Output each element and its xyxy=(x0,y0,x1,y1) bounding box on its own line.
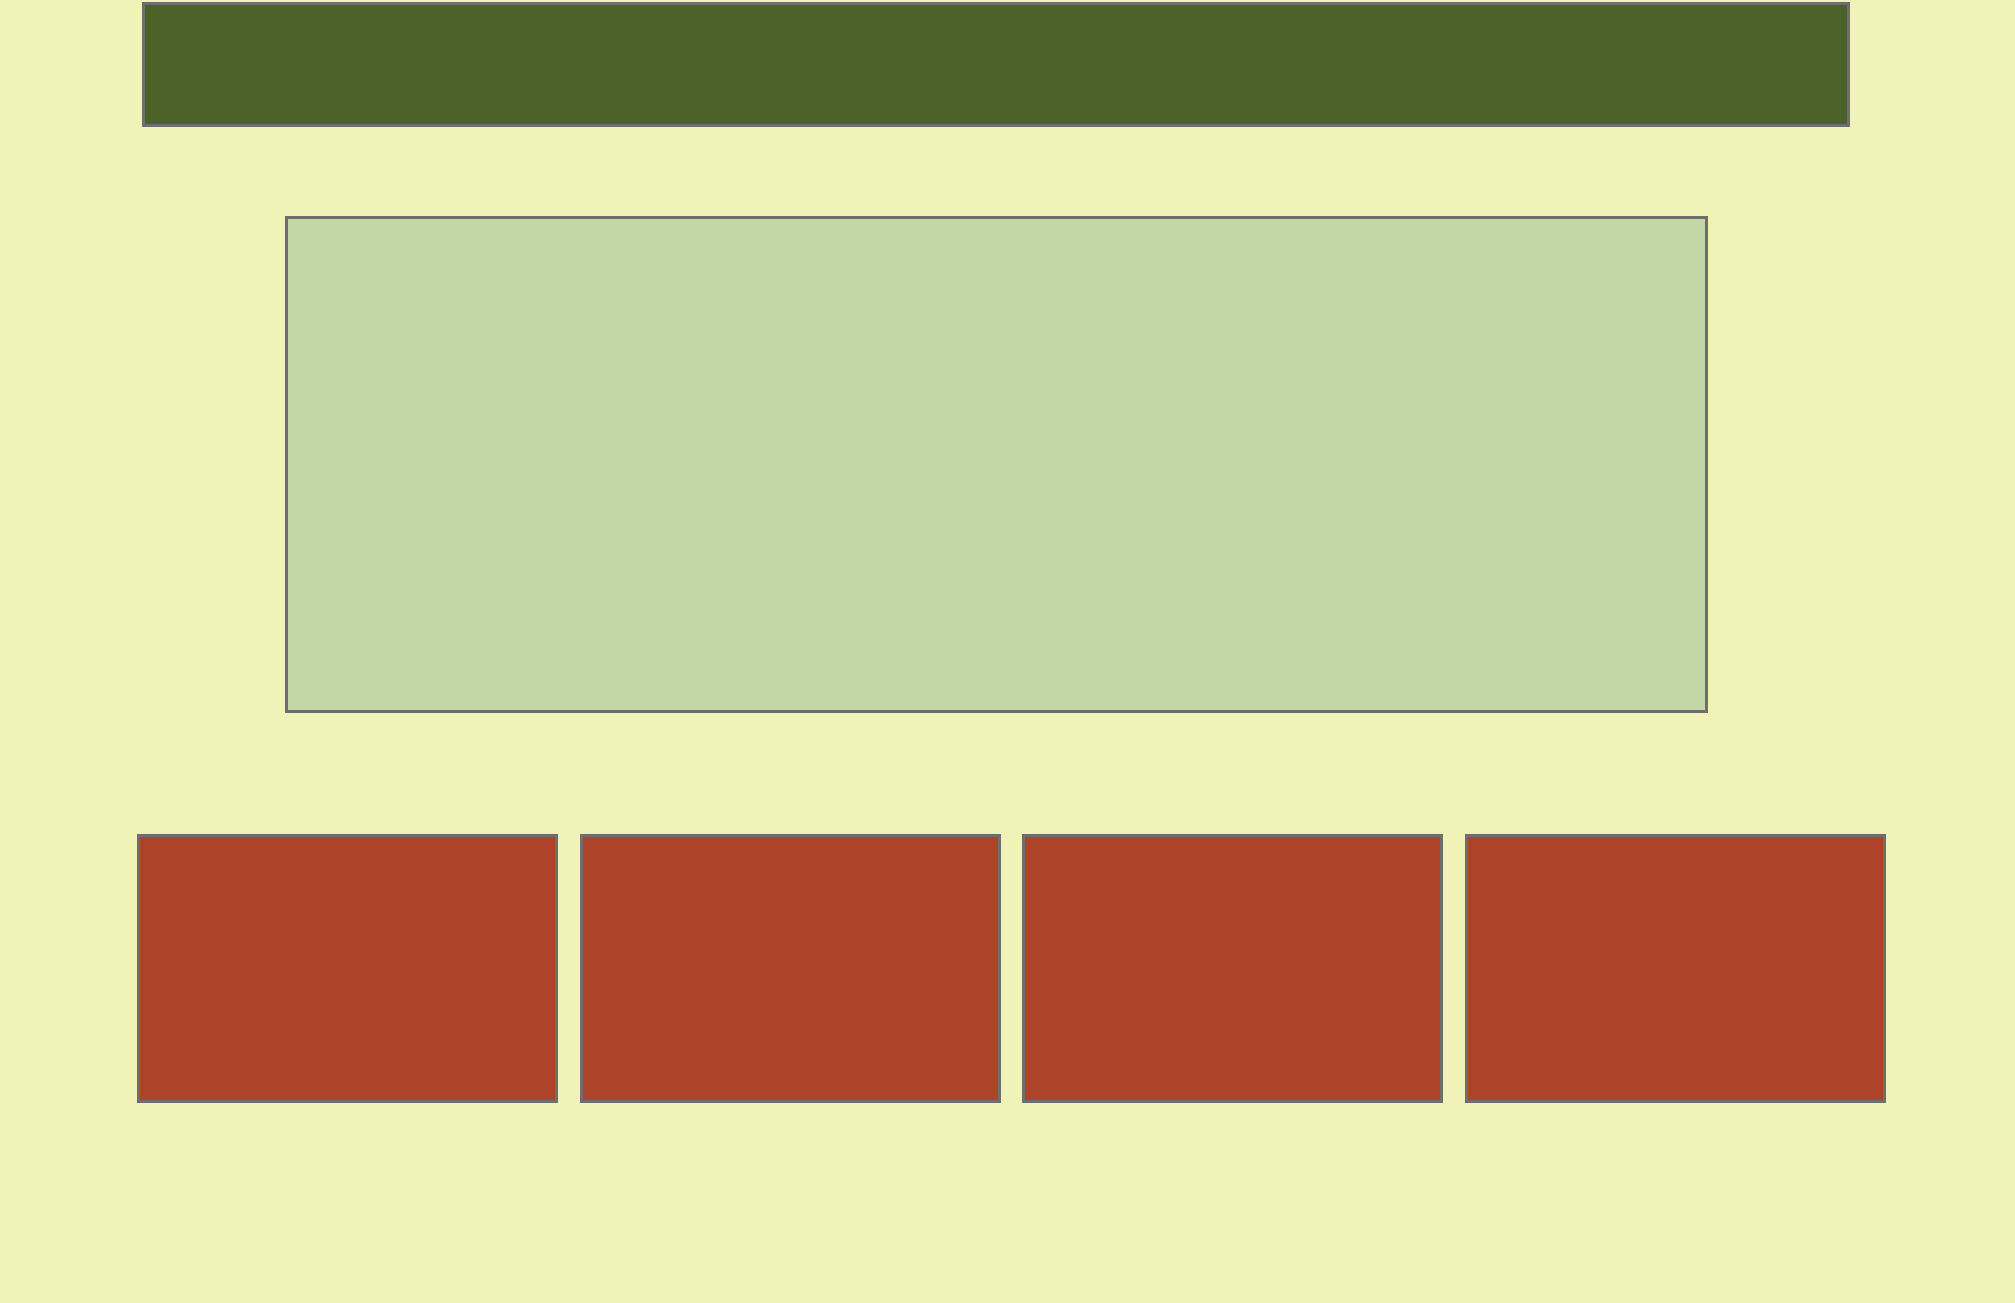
card-3[interactable] xyxy=(1022,834,1443,1103)
card-4[interactable] xyxy=(1465,834,1886,1103)
main-content-panel xyxy=(285,216,1708,713)
card-row xyxy=(137,834,1887,1103)
top-banner xyxy=(142,2,1850,127)
card-2[interactable] xyxy=(580,834,1001,1103)
card-1[interactable] xyxy=(137,834,558,1103)
